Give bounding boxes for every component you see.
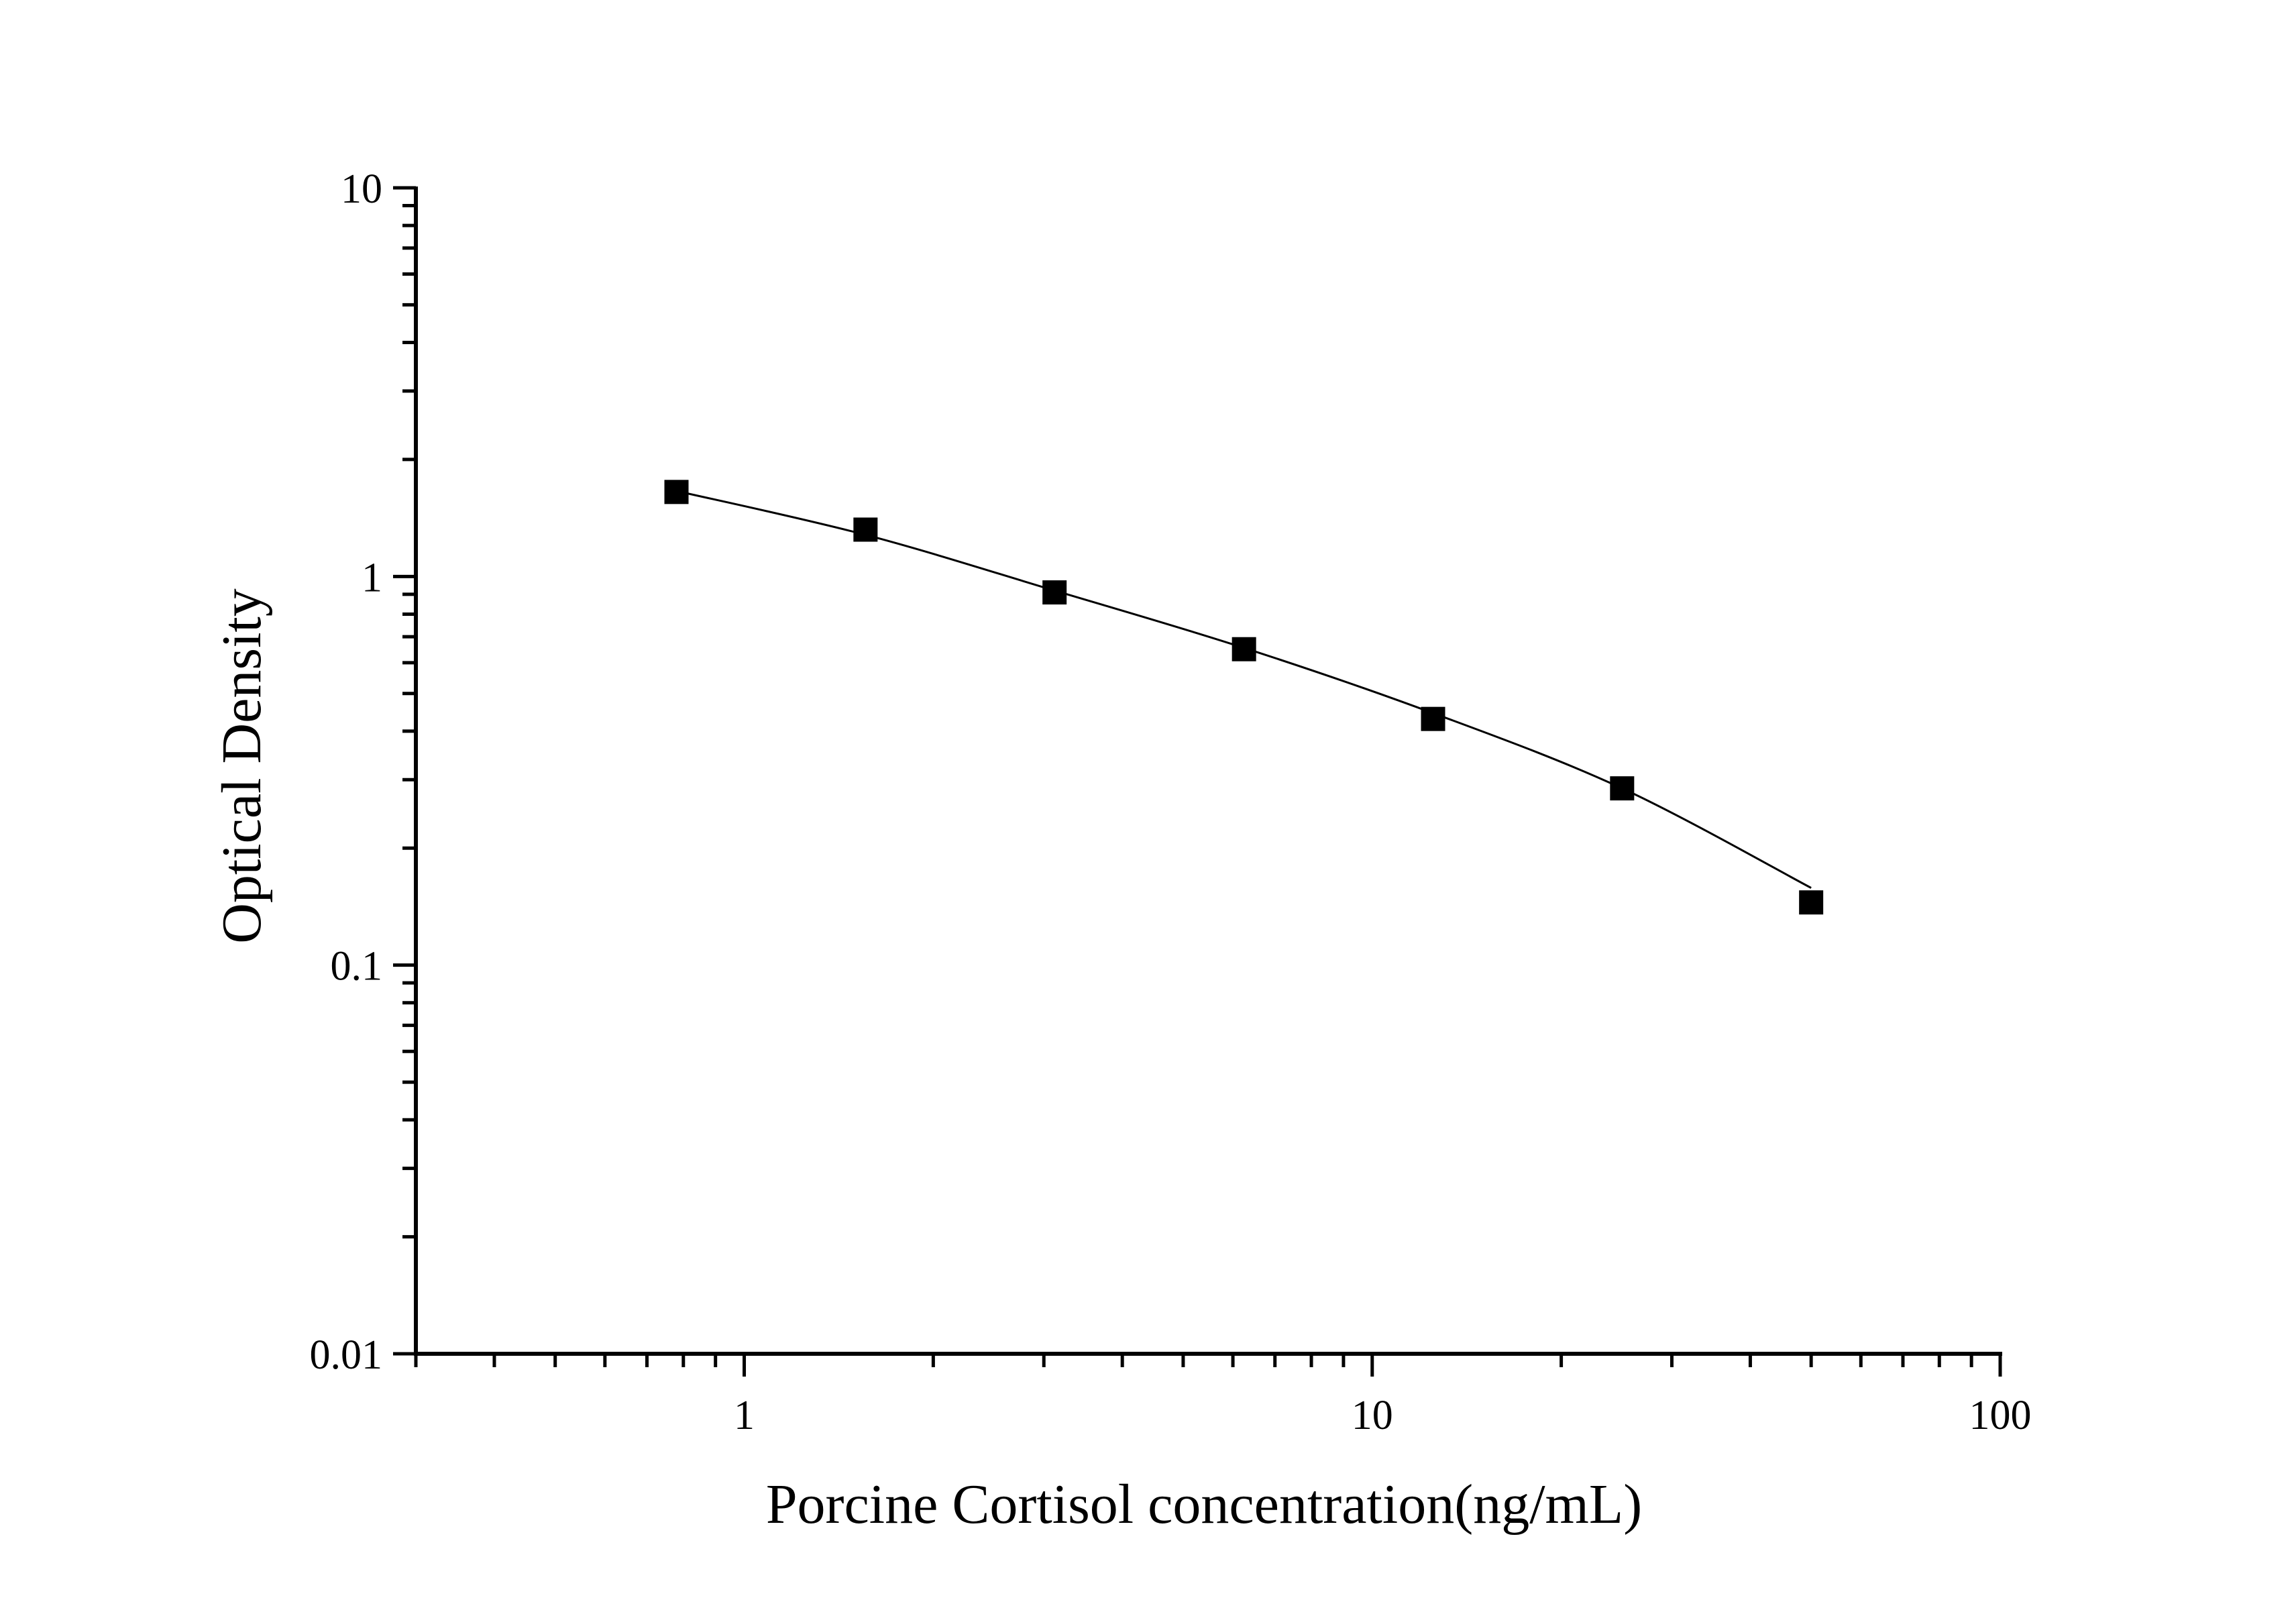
x-tick-label: 100 xyxy=(1969,1393,2032,1438)
y-tick-label: 0.01 xyxy=(310,1332,383,1378)
x-axis-title: Porcine Cortisol concentration(ng/mL) xyxy=(766,1473,1642,1536)
data-point xyxy=(1799,890,1824,915)
data-point xyxy=(1421,706,1445,731)
data-point xyxy=(853,517,878,542)
y-tick-label: 0.1 xyxy=(331,944,383,990)
x-tick-label: 10 xyxy=(1352,1393,1393,1438)
y-axis-title: Optical Density xyxy=(211,588,273,944)
data-point xyxy=(1610,776,1635,801)
data-point xyxy=(1232,637,1256,661)
x-tick-label: 1 xyxy=(734,1393,755,1438)
fit-curve-layer xyxy=(676,490,1812,889)
fit-curve xyxy=(676,490,1812,889)
data-point xyxy=(1042,580,1067,605)
data-point xyxy=(664,480,689,504)
y-tick-label: 10 xyxy=(341,166,382,212)
ticks: 1 10 100 0.01 0.1 1 10 xyxy=(310,166,2032,1438)
axes xyxy=(414,186,2002,1356)
y-tick-label: 1 xyxy=(362,555,382,600)
data-points xyxy=(664,480,1824,915)
